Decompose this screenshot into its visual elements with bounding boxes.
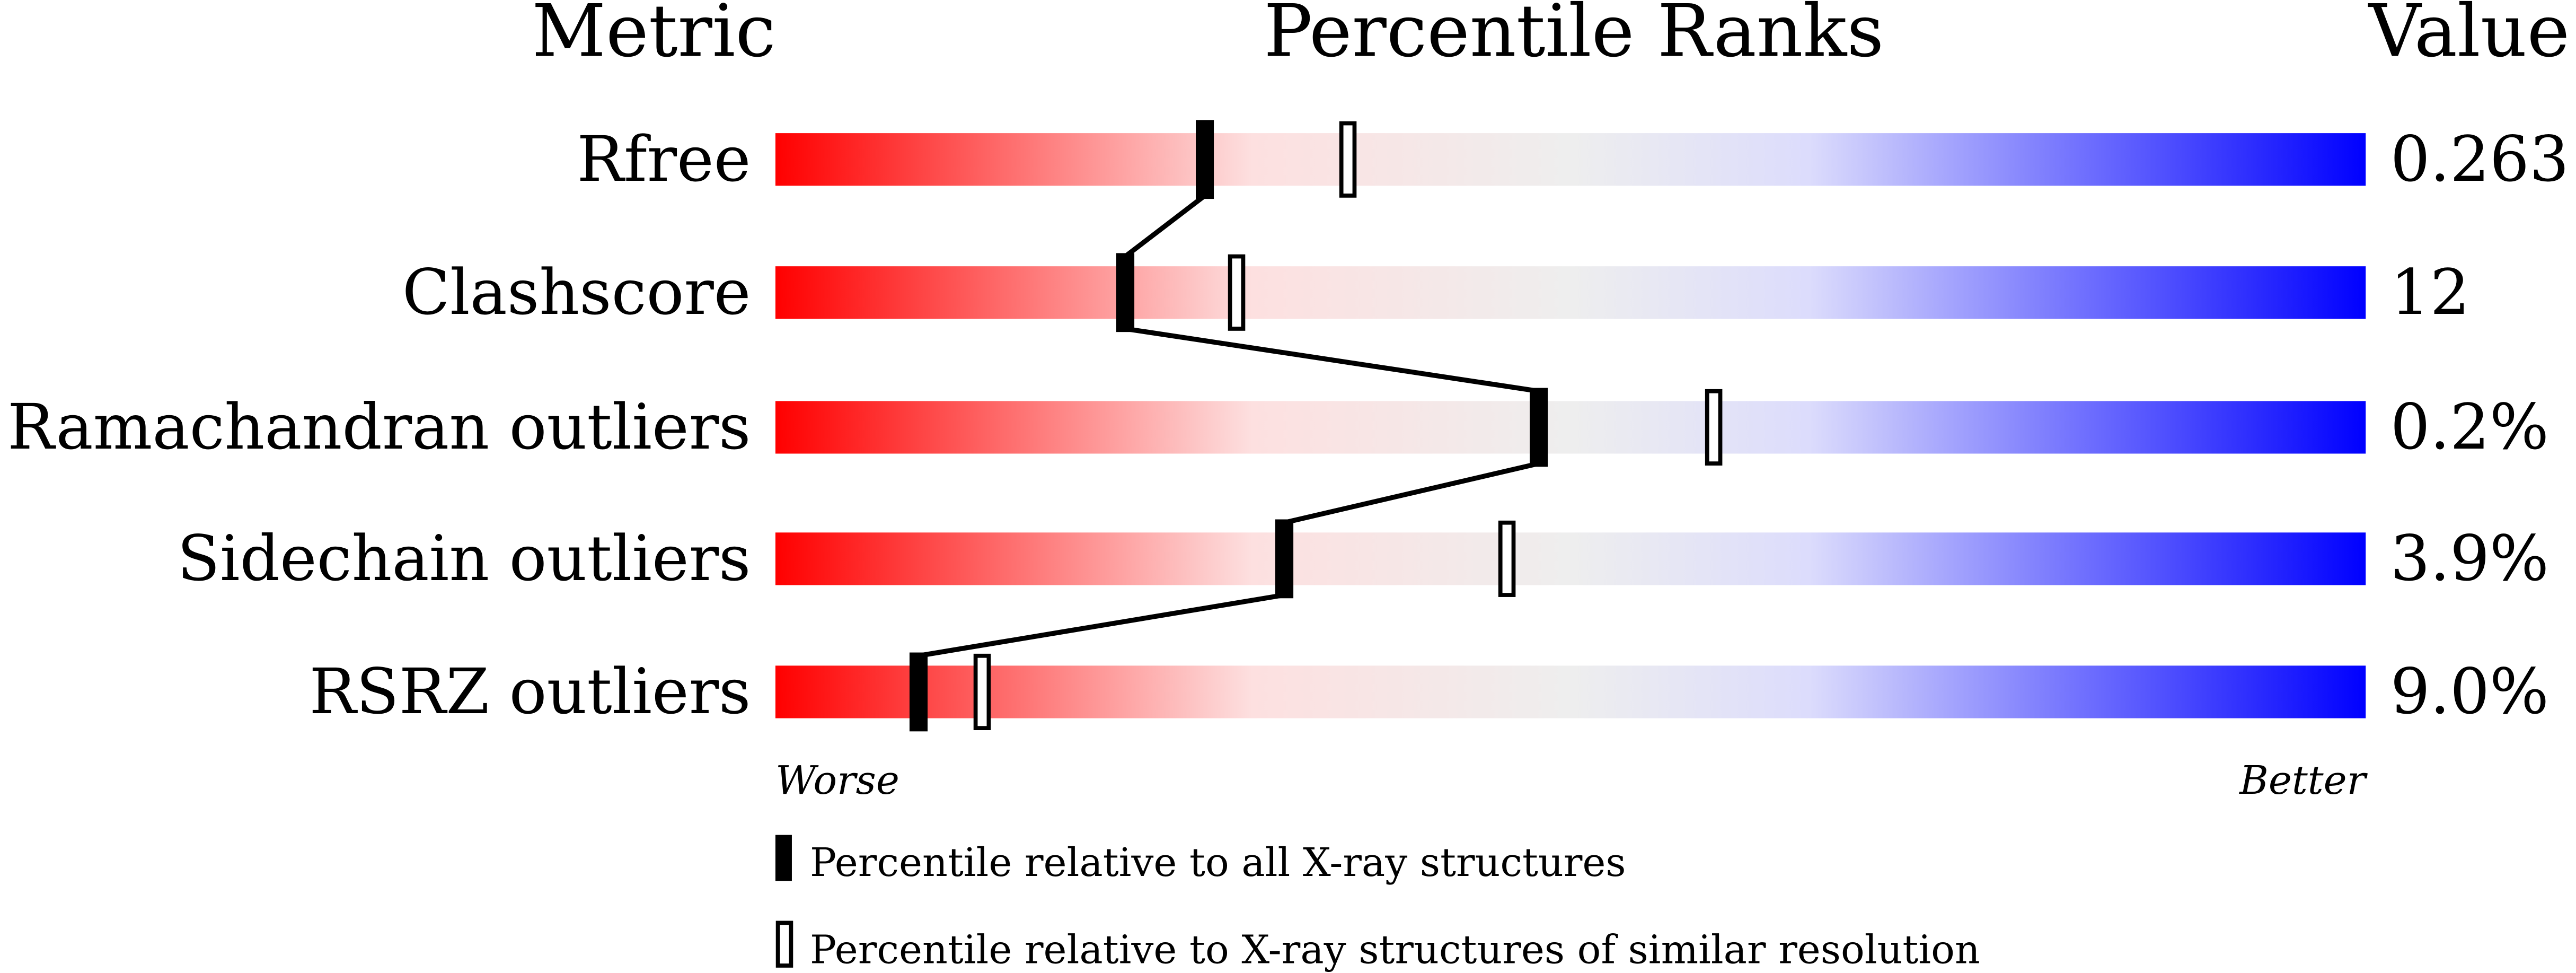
- percentile-all-marker: [1116, 253, 1135, 332]
- legend-all-structures: Percentile relative to all X-ray structu…: [810, 839, 1626, 886]
- metric-label: Ramachandran outliers: [7, 391, 751, 463]
- percentile-gradient-bar: [775, 532, 2366, 585]
- percentile-gradient-bar: [775, 665, 2366, 718]
- metric-value: 12: [2390, 256, 2470, 329]
- percentile-similar-marker: [1339, 121, 1357, 198]
- metric-label: Rfree: [577, 123, 751, 196]
- percentile-similar-marker: [973, 653, 991, 730]
- better-label: Better: [2238, 757, 2368, 803]
- header-value: Value: [2368, 0, 2570, 73]
- percentile-gradient-bar: [775, 401, 2366, 454]
- percentile-similar-marker: [1228, 254, 1246, 331]
- percentile-all-marker: [1275, 519, 1294, 599]
- worse-label: Worse: [775, 757, 899, 803]
- percentile-gradient-bar: [775, 133, 2366, 186]
- metric-label: RSRZ outliers: [309, 655, 751, 728]
- metric-value: 0.2%: [2390, 391, 2549, 463]
- metric-label: Sidechain outliers: [177, 522, 751, 595]
- percentile-all-marker: [1530, 388, 1548, 467]
- legend-filled-marker: [775, 835, 792, 881]
- metric-label: Clashscore: [402, 256, 751, 329]
- percentile-all-marker: [909, 652, 928, 732]
- legend-similar-resolution: Percentile relative to X-ray structures …: [810, 926, 1980, 972]
- header-percentile-ranks: Percentile Ranks: [1264, 0, 1884, 73]
- metric-value: 9.0%: [2390, 655, 2549, 728]
- percentile-gradient-bar: [775, 266, 2366, 319]
- percentile-all-marker: [1195, 120, 1214, 199]
- metric-value: 0.263: [2390, 123, 2569, 196]
- header-metric: Metric: [532, 0, 775, 73]
- legend-open-marker: [775, 921, 793, 968]
- metric-value: 3.9%: [2390, 522, 2549, 595]
- percentile-similar-marker: [1498, 520, 1516, 597]
- percentile-similar-marker: [1705, 389, 1723, 466]
